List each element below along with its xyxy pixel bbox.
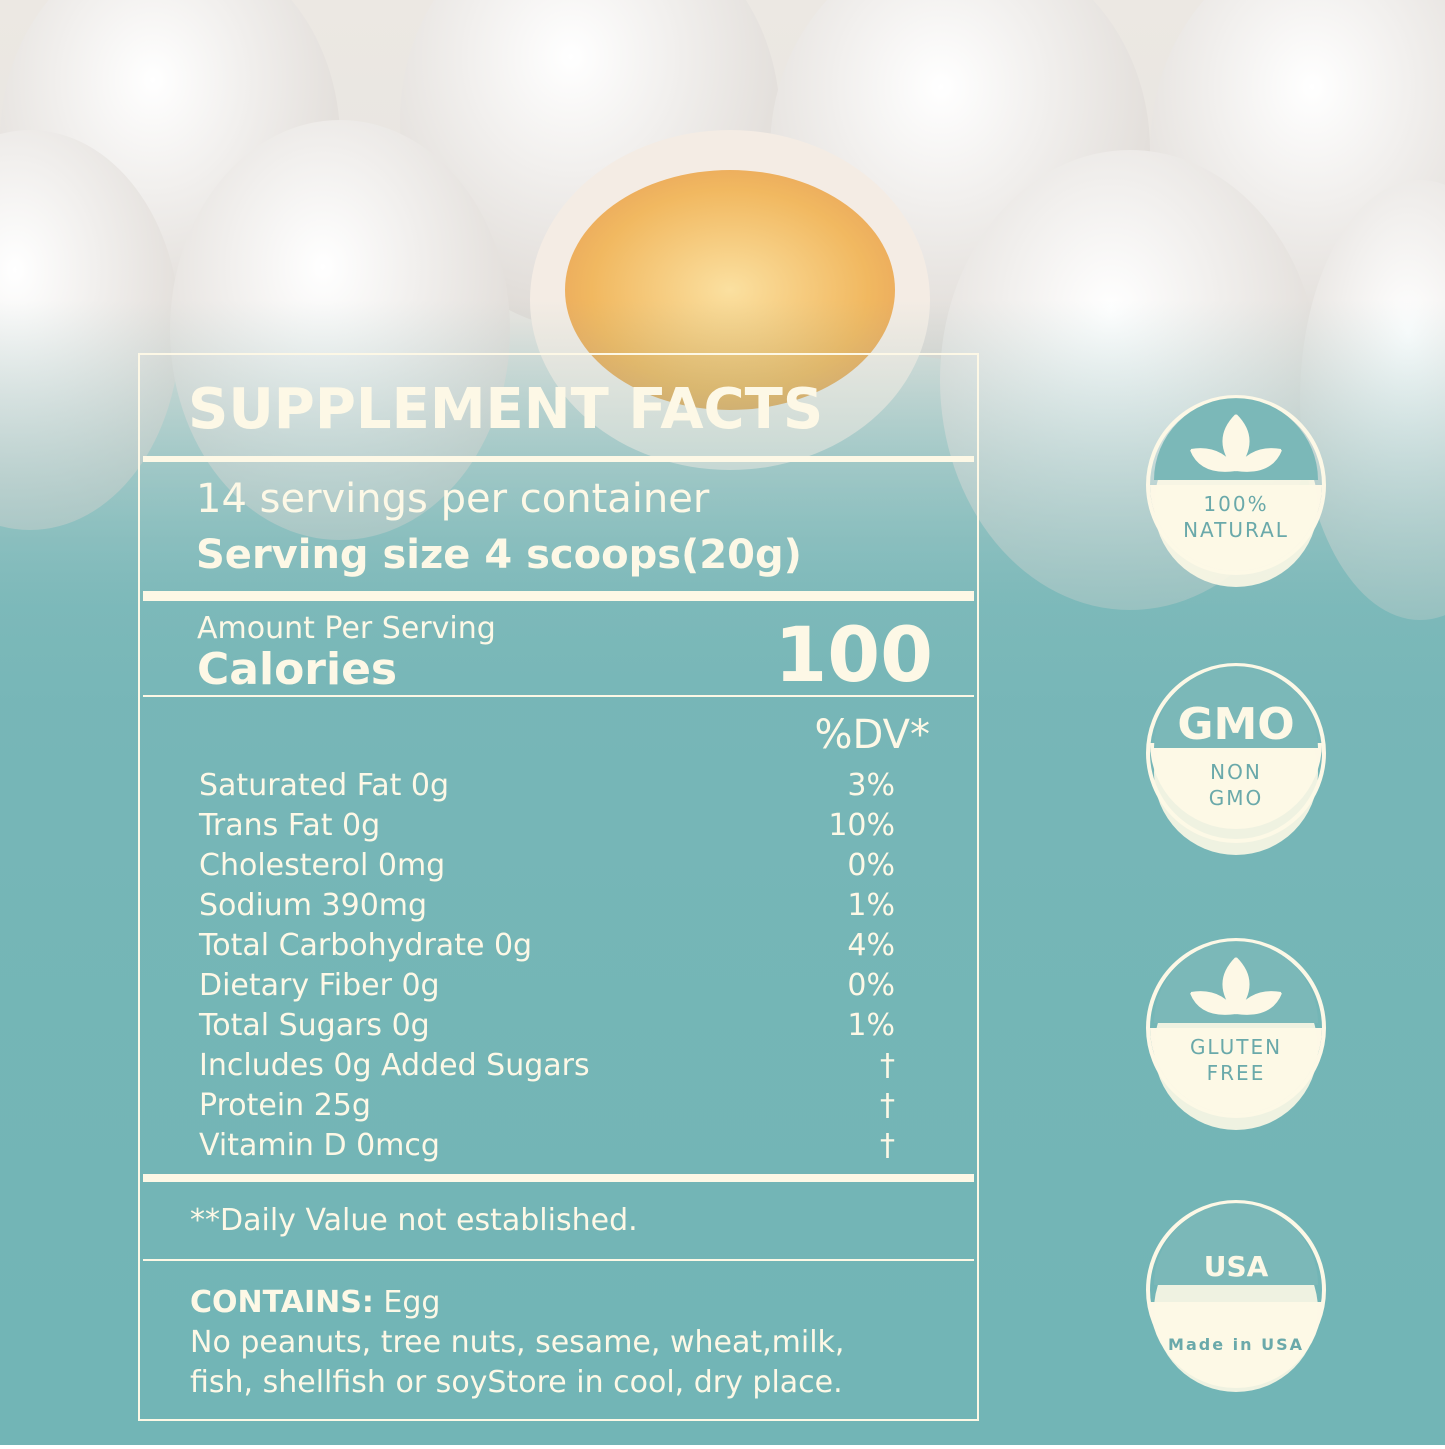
nutrient-name: Vitamin D 0mcg (199, 1128, 440, 1163)
nutrient-name: Cholesterol 0mg (199, 848, 445, 883)
contains-label: CONTAINS: (190, 1285, 374, 1320)
nutrient-name: Total Carbohydrate 0g (198, 928, 532, 963)
badge-text: 100% (1203, 492, 1268, 516)
serving-size: Serving size 4 scoops(20g) (196, 532, 802, 578)
nutrient-name: Sodium 390mg (199, 888, 427, 923)
nutrient-dv: 1% (847, 1008, 895, 1043)
nutrient-dv: 10% (828, 808, 895, 843)
nutrient-name: Trans Fat 0g (198, 808, 380, 843)
title: SUPPLEMENT FACTS (188, 377, 823, 442)
nutrient-dv: 1% (847, 888, 895, 923)
nutrient-name: Includes 0g Added Sugars (199, 1048, 590, 1083)
badge-top (1154, 666, 1318, 748)
badge-top (1154, 1203, 1318, 1285)
nutrient-dv: 4% (847, 928, 895, 963)
rule (143, 591, 974, 601)
servings: 14 servings per container (196, 476, 710, 522)
badge-text: FREE (1207, 1061, 1266, 1085)
calories-value: 100 (774, 610, 933, 699)
rule (143, 1174, 974, 1182)
badge-icon-text: GMO (1177, 699, 1294, 750)
badge: USA Made in USA (1146, 1200, 1326, 1392)
badge: 100%NATURAL (1146, 395, 1326, 587)
nutrient-rows: Saturated Fat 0g 3% Trans Fat 0g 10% Cholest… (198, 768, 895, 1163)
badge-text: NATURAL (1183, 518, 1289, 542)
nutrient-name: Protein 25g (199, 1088, 371, 1123)
badge-text: GLUTEN (1190, 1035, 1282, 1059)
nutrient-dv: 0% (847, 968, 895, 1003)
badge-text: Made in USA (1168, 1335, 1304, 1354)
calories-label: Calories (197, 644, 397, 695)
badge-icon-text: USA (1204, 1250, 1269, 1283)
panel-border (138, 353, 979, 1421)
amount-label: Amount Per Serving (197, 611, 496, 646)
badge-icon (1190, 957, 1282, 1015)
rule (143, 695, 974, 697)
nutrient-dv: † (880, 1128, 895, 1163)
nutrient-name: Saturated Fat 0g (199, 768, 449, 803)
nutrient-dv: † (880, 1048, 895, 1083)
badge-text: GMO (1209, 786, 1264, 810)
nutrient-dv: † (880, 1088, 895, 1123)
nutrient-name: Total Sugars 0g (198, 1008, 430, 1043)
contains: CONTAINS: Egg (190, 1285, 440, 1320)
facts-panel: SUPPLEMENT FACTS 14 servings per contain… (143, 377, 974, 1400)
allergen-line: No peanuts, tree nuts, sesame, wheat,mil… (190, 1325, 844, 1360)
dv-header: %DV* (815, 712, 930, 758)
nutrient-dv: 3% (847, 768, 895, 803)
nutrient-name: Dietary Fiber 0g (199, 968, 440, 1003)
contains-value: Egg (374, 1285, 441, 1320)
rule (143, 456, 974, 462)
badge-icon (1190, 414, 1282, 472)
allergen-line: fish, shellfish or soyStore in cool, dry… (190, 1365, 843, 1400)
nutrient-dv: 0% (847, 848, 895, 883)
badge-text: NON (1210, 760, 1262, 784)
footnote: **Daily Value not established. (190, 1203, 638, 1238)
rule (143, 1259, 974, 1261)
